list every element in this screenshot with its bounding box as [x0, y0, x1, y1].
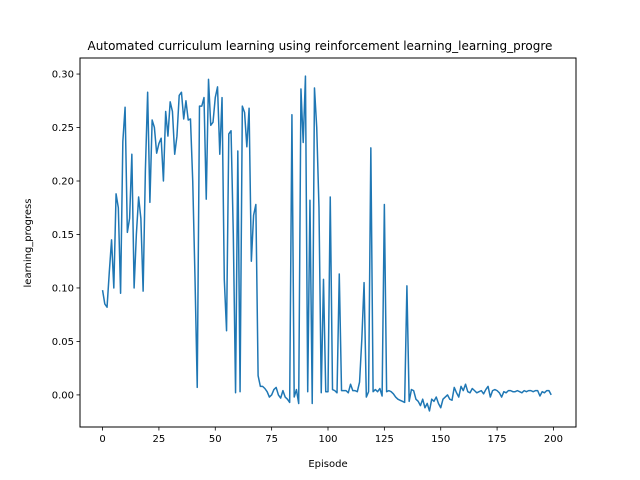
y-tick-label: 0.25 — [52, 123, 74, 134]
x-tick-label: 125 — [375, 434, 394, 445]
x-tick-label: 25 — [153, 434, 166, 445]
x-tick-label: 50 — [209, 434, 222, 445]
x-tick-label: 100 — [318, 434, 337, 445]
x-tick-label: 150 — [431, 434, 450, 445]
y-tick-label: 0.10 — [52, 283, 74, 294]
y-tick-label: 0.00 — [52, 390, 74, 401]
y-tick-label: 0.20 — [52, 177, 74, 188]
chart-title: Automated curriculum learning using rein… — [88, 39, 553, 53]
x-tick-label: 0 — [99, 434, 105, 445]
y-tick-label: 0.30 — [52, 70, 74, 81]
x-tick-label: 175 — [488, 434, 507, 445]
x-axis: 0 25 50 75 100 125 150 175 200 — [99, 427, 563, 445]
y-axis-label: learning_progress — [23, 199, 34, 288]
y-tick-label: 0.15 — [52, 230, 74, 241]
y-tick-label: 0.05 — [52, 337, 74, 348]
x-tick-label: 200 — [544, 434, 563, 445]
y-axis: 0.00 0.05 0.10 0.15 0.20 0.25 0.30 — [52, 70, 80, 401]
plot-area — [101, 75, 552, 412]
series-line — [101, 75, 552, 412]
x-tick-label: 75 — [265, 434, 278, 445]
x-axis-label: Episode — [308, 459, 347, 470]
